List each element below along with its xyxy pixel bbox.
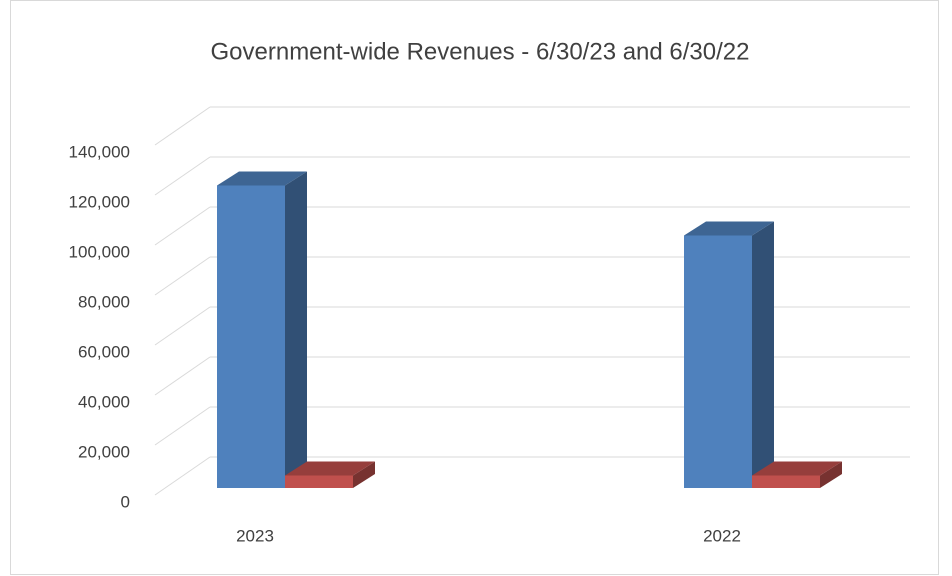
bar-side <box>752 221 774 488</box>
bar-top <box>217 171 307 186</box>
bar-side <box>285 171 307 488</box>
bar <box>684 235 752 488</box>
grid-line <box>154 106 211 146</box>
chart-frame <box>10 0 939 575</box>
chart-title: Government-wide Revenues - 6/30/23 and 6… <box>210 38 749 65</box>
y-tick-label: 80,000 <box>78 292 130 311</box>
bar-side <box>353 461 375 488</box>
x-tick-label: 2023 <box>236 526 274 545</box>
bar <box>752 475 820 488</box>
y-tick-label: 100,000 <box>69 242 130 261</box>
grid-line <box>154 356 211 396</box>
bar-top <box>752 461 842 476</box>
y-tick-label: 20,000 <box>78 442 130 461</box>
y-tick-label: 60,000 <box>78 342 130 361</box>
y-tick-label: 40,000 <box>78 392 130 411</box>
y-tick-label: 0 <box>121 492 130 511</box>
grid-line <box>154 156 211 196</box>
x-tick-label: 2022 <box>703 526 741 545</box>
y-tick-label: 120,000 <box>69 192 130 211</box>
y-tick-label: 140,000 <box>69 142 130 161</box>
bar <box>217 185 285 488</box>
bar-side <box>820 461 842 488</box>
grid-line <box>154 256 211 296</box>
grid-line <box>154 456 211 496</box>
bar-top <box>684 221 774 236</box>
grid-line <box>154 206 211 246</box>
grid-line <box>154 406 211 446</box>
bar-top <box>285 461 375 476</box>
grid-line <box>154 306 211 346</box>
bar <box>285 475 353 488</box>
